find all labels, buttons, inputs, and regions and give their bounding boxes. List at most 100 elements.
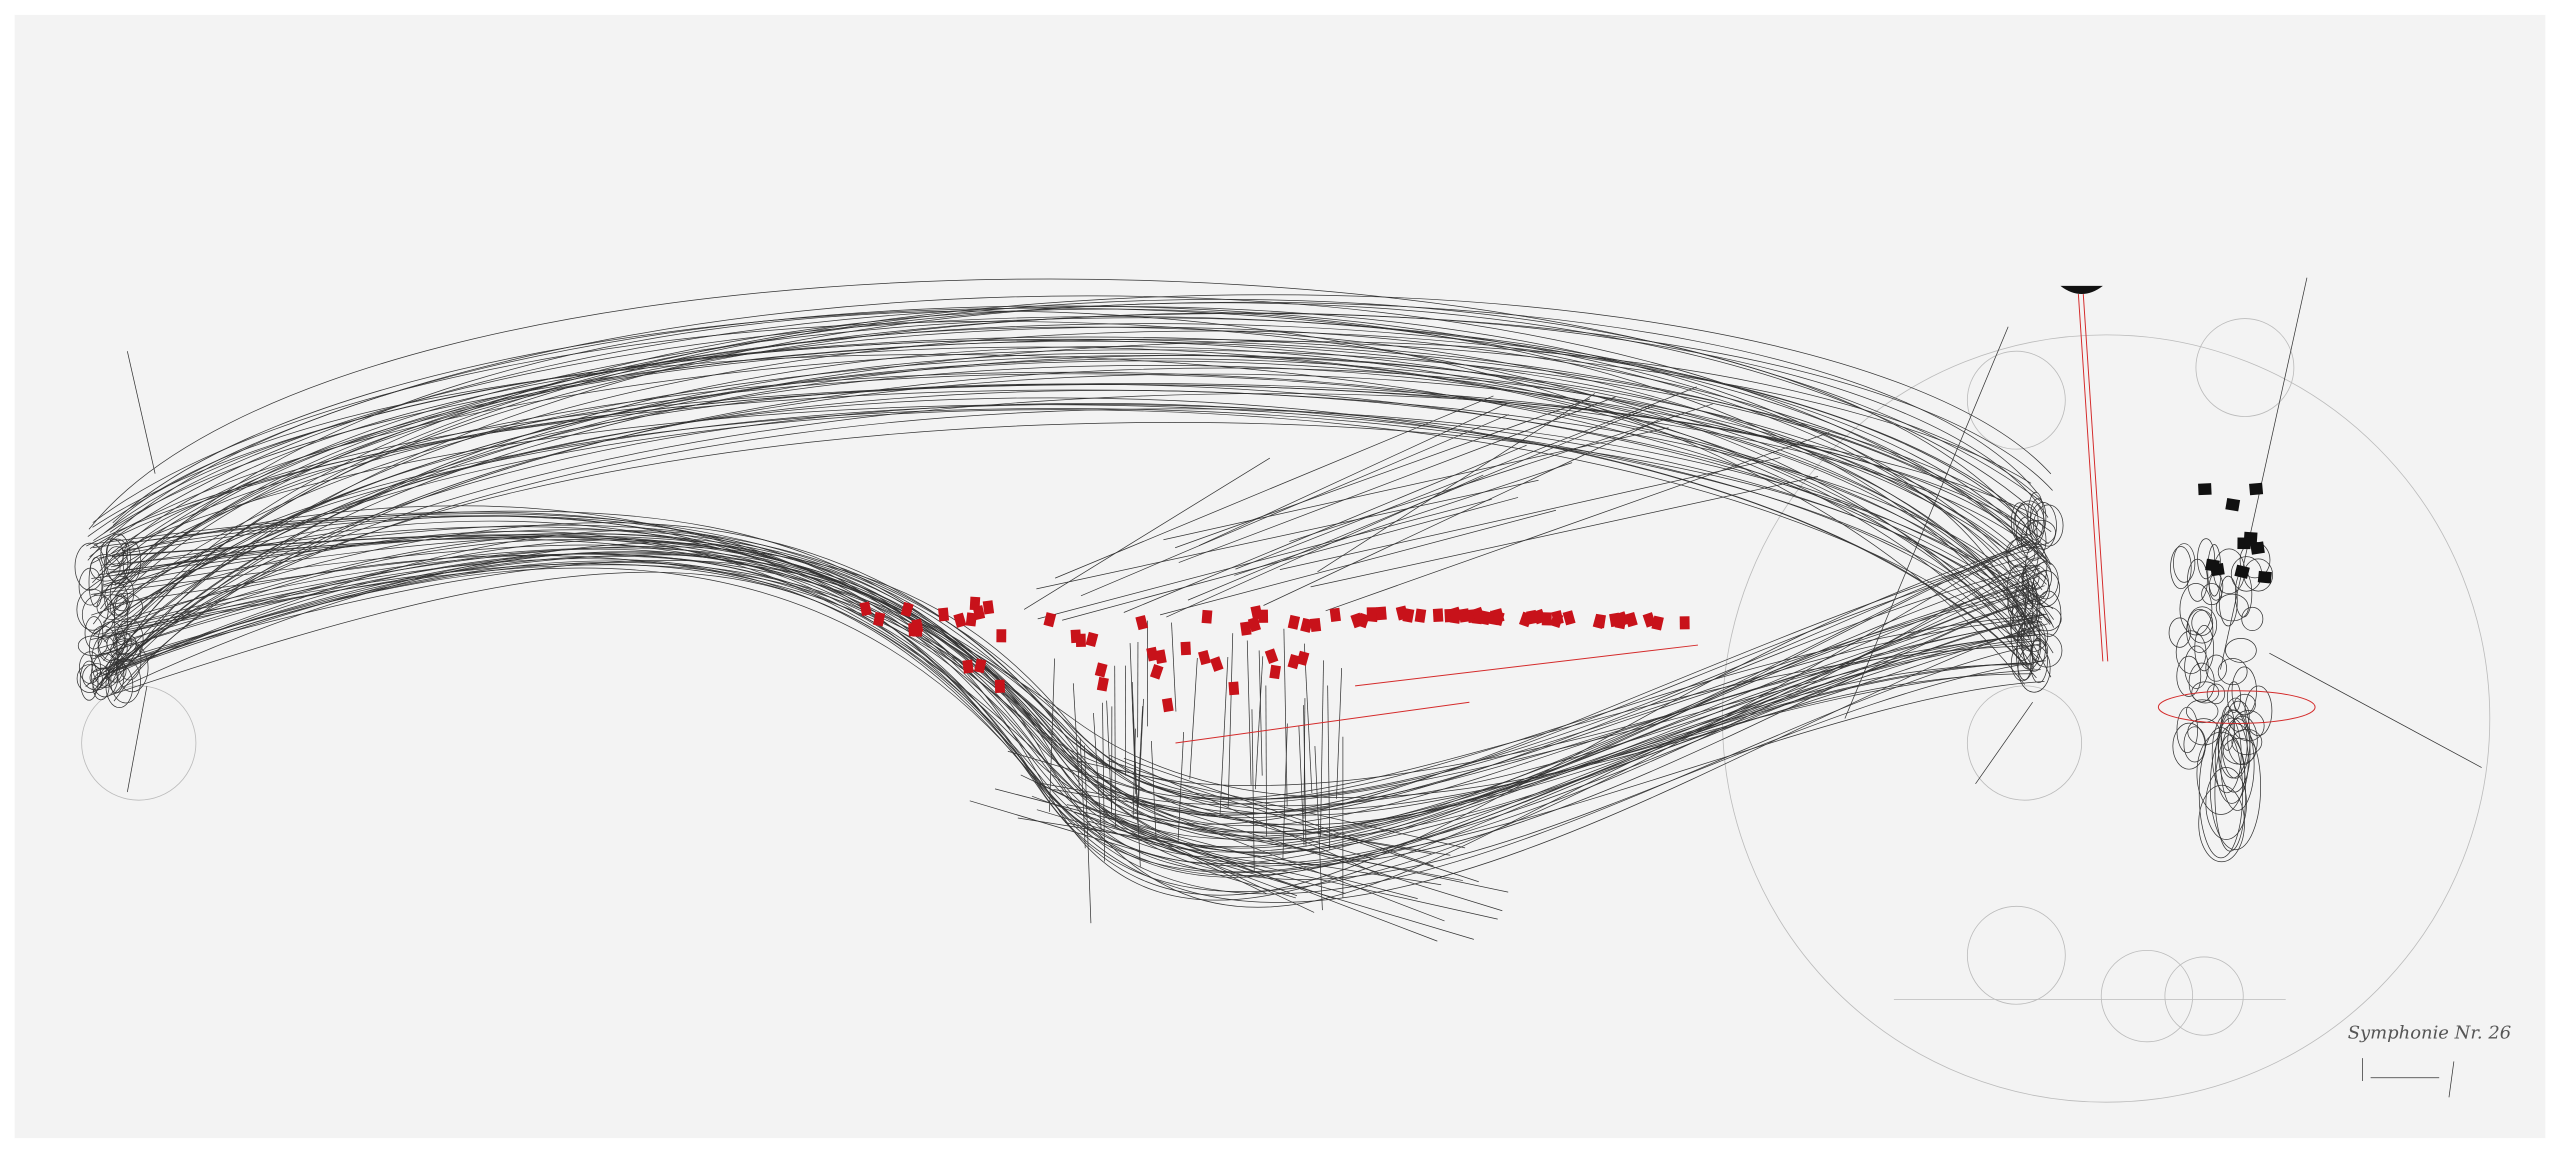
ray xyxy=(1007,750,1372,859)
red-block xyxy=(1247,616,1262,633)
loop xyxy=(2025,543,2048,590)
ray xyxy=(1036,479,1539,590)
ray xyxy=(969,800,1296,899)
red-block xyxy=(1491,610,1505,627)
red-block xyxy=(1096,676,1109,692)
strand xyxy=(91,533,2033,853)
strand xyxy=(102,515,2027,842)
red-loop xyxy=(2157,690,2316,724)
loop xyxy=(90,652,119,698)
black-block xyxy=(2198,483,2212,496)
red-block xyxy=(1614,614,1627,630)
ray xyxy=(1053,789,1451,856)
loop xyxy=(109,575,135,612)
stem xyxy=(1177,732,1185,843)
red-block xyxy=(1070,629,1082,644)
loop xyxy=(2026,519,2056,545)
loop xyxy=(79,651,102,684)
arc xyxy=(88,278,2043,530)
arc xyxy=(102,408,2030,638)
loop xyxy=(2029,638,2048,684)
arc xyxy=(93,390,2046,635)
loop xyxy=(92,672,110,701)
loop xyxy=(2184,645,2209,689)
strand xyxy=(105,522,2044,801)
black-block xyxy=(2205,558,2220,572)
guide-circle xyxy=(1966,350,2066,450)
loop xyxy=(112,630,132,655)
loop xyxy=(2170,546,2192,590)
stem xyxy=(1106,700,1113,820)
loop xyxy=(77,635,108,656)
red-block xyxy=(1287,614,1301,630)
loop xyxy=(2218,709,2251,793)
loop xyxy=(84,616,104,650)
strand xyxy=(111,505,2048,799)
red-block xyxy=(1366,607,1377,621)
loop xyxy=(2035,590,2062,637)
stem xyxy=(1171,622,1177,712)
loop xyxy=(117,640,142,681)
red-block xyxy=(969,596,981,611)
arc xyxy=(119,301,2038,598)
loop xyxy=(105,663,134,708)
red-block xyxy=(1209,656,1224,672)
ray xyxy=(2220,277,2308,670)
loop xyxy=(104,581,129,616)
stem xyxy=(1093,712,1102,832)
black-block xyxy=(2257,570,2272,584)
arc xyxy=(92,340,2055,628)
strand xyxy=(92,510,2028,854)
ray xyxy=(2269,652,2482,768)
red-block xyxy=(1085,631,1099,647)
loop xyxy=(2016,628,2033,681)
red-block xyxy=(953,612,967,628)
ray xyxy=(1040,783,1315,913)
red-block xyxy=(908,622,919,637)
red-block xyxy=(1149,664,1164,680)
red-block xyxy=(1309,617,1322,633)
red-block xyxy=(1449,606,1463,622)
loop xyxy=(97,632,128,664)
ray xyxy=(1175,398,1591,549)
loop xyxy=(2010,644,2034,682)
stem xyxy=(1079,737,1086,849)
ray xyxy=(1131,812,1509,893)
black-block xyxy=(2225,497,2241,512)
ray xyxy=(1235,386,1697,570)
stem xyxy=(1327,685,1331,851)
strand xyxy=(104,538,2046,807)
strand xyxy=(117,534,2038,819)
loop xyxy=(2012,585,2034,636)
red-block xyxy=(1642,612,1657,628)
red-block xyxy=(1201,609,1213,624)
stem xyxy=(1303,643,1313,794)
loop xyxy=(110,638,141,662)
loop xyxy=(76,664,103,693)
red-block xyxy=(1043,612,1057,628)
black-block xyxy=(2250,541,2265,555)
strand xyxy=(98,515,2042,825)
arc xyxy=(92,336,2032,538)
loop xyxy=(2198,727,2244,859)
strand xyxy=(115,553,2043,814)
red-block xyxy=(1329,607,1341,622)
arc xyxy=(99,294,2052,689)
red-block xyxy=(1541,612,1552,626)
ray xyxy=(1074,811,1335,899)
loop xyxy=(2198,784,2245,863)
stem xyxy=(1336,668,1343,799)
loop xyxy=(115,618,144,661)
loop xyxy=(2217,658,2248,686)
arc xyxy=(92,320,2035,670)
inscription: Symphonie Nr. 26 xyxy=(2348,1023,2511,1044)
loop xyxy=(2176,655,2202,697)
ray xyxy=(1037,498,1492,620)
arc xyxy=(113,308,2052,678)
loop xyxy=(2020,519,2047,561)
ray xyxy=(1023,457,1271,610)
ray xyxy=(1054,395,1494,579)
red-block xyxy=(1471,606,1486,623)
strand xyxy=(91,530,2046,880)
red-block xyxy=(1228,681,1240,696)
